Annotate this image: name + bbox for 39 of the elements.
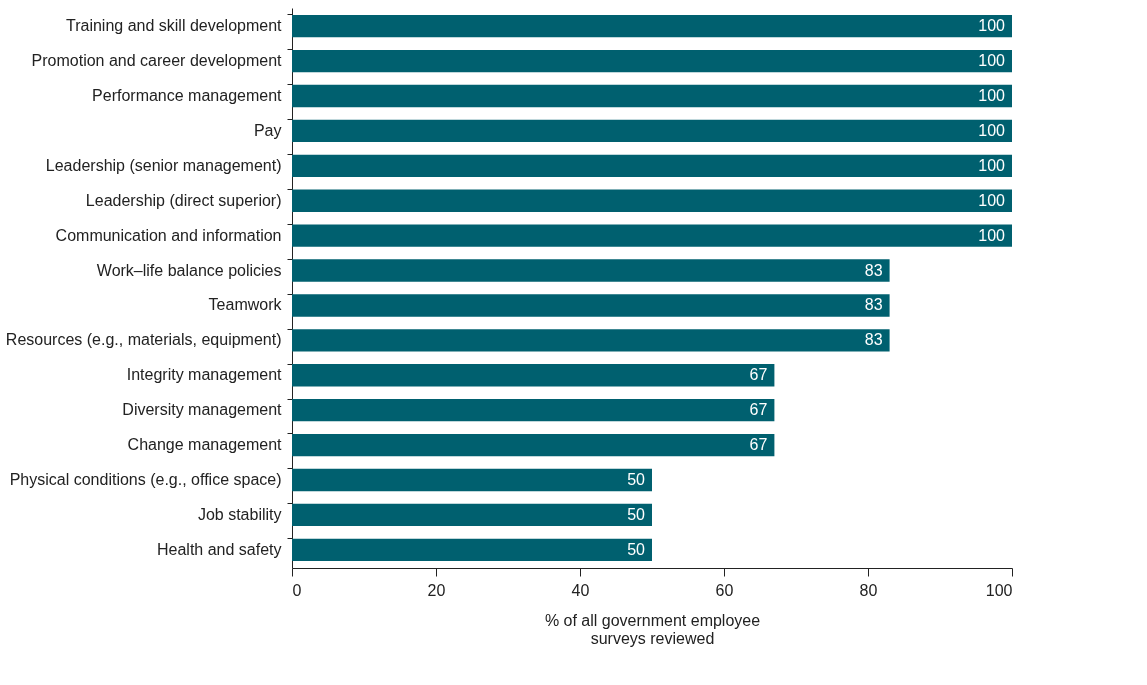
y-tick-label: Job stability xyxy=(197,505,282,523)
x-axis-title: % of all government employee surveys reviewed xyxy=(544,611,761,647)
y-tick-label: Physical conditions (e.g., office space) xyxy=(9,471,282,489)
y-tick-label: Leadership (direct superior) xyxy=(85,191,282,209)
y-tick-label: Health and safety xyxy=(156,540,282,558)
data-label: 100 xyxy=(978,86,1006,104)
data-label: 50 xyxy=(627,540,646,558)
data-label: 67 xyxy=(749,436,768,454)
y-tick-label: Work–life balance policies xyxy=(96,261,282,279)
x-tick-label: 40 xyxy=(571,581,590,599)
y-tick-label: Performance management xyxy=(92,86,283,104)
data-label: 100 xyxy=(978,17,1006,35)
x-tick-label: 80 xyxy=(859,581,878,599)
y-tick-label: Resources (e.g., materials, equipment) xyxy=(5,331,282,349)
data-label: 100 xyxy=(978,191,1006,209)
x-tick-label: 20 xyxy=(427,581,446,599)
data-label: 100 xyxy=(978,156,1006,174)
y-tick-label: Communication and information xyxy=(55,226,282,244)
data-label: 100 xyxy=(978,121,1006,139)
data-label: 100 xyxy=(978,52,1006,70)
x-tick-label: 60 xyxy=(715,581,734,599)
y-tick-label: Diversity management xyxy=(122,401,283,419)
data-label: 67 xyxy=(749,401,768,419)
x-tick-label: 100 xyxy=(985,581,1013,599)
y-tick-label: Change management xyxy=(127,436,283,454)
data-label: 83 xyxy=(864,331,883,349)
data-label: 67 xyxy=(749,366,768,384)
y-tick-label: Promotion and career development xyxy=(31,52,283,70)
data-label: 50 xyxy=(627,471,646,489)
y-tick-label: Integrity management xyxy=(126,366,283,384)
data-label: 50 xyxy=(627,505,646,523)
y-tick-label: Training and skill development xyxy=(65,17,283,35)
y-tick-label: Pay xyxy=(253,121,282,139)
y-tick-label: Teamwork xyxy=(208,296,283,314)
y-tick-label: Leadership (senior management) xyxy=(45,156,282,174)
data-label: 83 xyxy=(864,261,883,279)
data-label: 83 xyxy=(864,296,883,314)
data-label: 100 xyxy=(978,226,1006,244)
x-tick-label: 0 xyxy=(292,581,302,599)
